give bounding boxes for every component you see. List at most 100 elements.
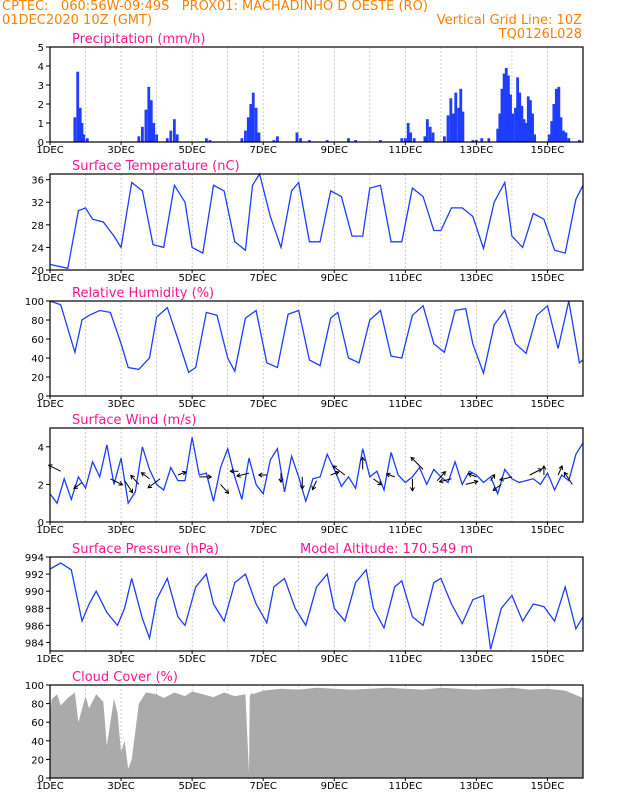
precip-bar (496, 128, 500, 142)
precip-bar (443, 136, 446, 142)
wind-vector (373, 478, 382, 486)
y-tick-label: 0 (38, 392, 44, 403)
precip-bar (562, 130, 565, 142)
panel-frame (49, 684, 584, 779)
precip-bar (552, 104, 556, 142)
x-tick-label: 13DEC (460, 525, 494, 536)
wind-arrowhead (73, 484, 79, 490)
panel-2: 20 24 28 32 36 1DEC 3DEC 5DEC 7DEC 9DEC 11DEC 13DEC… (31, 159, 584, 284)
precip-bar (254, 107, 258, 142)
y-tick-label: 1 (38, 119, 44, 130)
wind-vector (410, 457, 424, 470)
wind-arrowhead (498, 476, 504, 482)
precip-bar (471, 140, 475, 142)
x-tick-label: 15DEC (531, 525, 565, 536)
precip-bar (347, 138, 350, 142)
wind-arrowhead (541, 465, 547, 470)
header-date: 01DEC2020 10Z (GMT) (2, 13, 153, 28)
precip-bar (165, 138, 169, 142)
wind-arrowhead (118, 481, 124, 486)
precip-bar (403, 138, 407, 142)
wind-arrowhead (130, 474, 135, 480)
wind-arrowhead (311, 485, 317, 491)
x-tick-label: 13DEC (460, 145, 494, 156)
y-tick-label: 0 (38, 774, 44, 785)
panel-frame (49, 427, 584, 523)
y-tick-label: 20 (31, 755, 44, 766)
panel-title: Surface Wind (m/s) (72, 413, 196, 428)
x-tick-label: 15DEC (531, 145, 565, 156)
precip-bar (554, 88, 558, 142)
precip-bar (502, 73, 506, 142)
precip-bar (152, 123, 156, 142)
precip-bar (557, 86, 561, 142)
precip-bar (272, 140, 276, 142)
x-tick-label: 3DEC (107, 399, 134, 410)
wind-vector (468, 473, 477, 478)
precip-bar (475, 140, 478, 142)
precip-bar (354, 140, 357, 142)
x-tick-label: 1DEC (36, 781, 63, 792)
precip-bar (249, 104, 253, 142)
precip-bar (155, 134, 158, 142)
x-tick-label: 1DEC (36, 525, 63, 536)
precip-bar (76, 71, 80, 142)
y-tick-label: 60 (31, 718, 44, 729)
wind-arrowhead (224, 489, 230, 495)
x-tick-label: 5DEC (178, 781, 205, 792)
wind-arrowhead (334, 470, 340, 476)
precip-bar (244, 130, 247, 142)
x-tick-label: 1DEC (36, 399, 63, 410)
panel-frame (49, 46, 584, 143)
precip-bar (208, 140, 212, 142)
precip-bar (547, 134, 551, 142)
wind-vector (529, 468, 542, 476)
x-tick-label: 13DEC (460, 781, 494, 792)
panel-frame (49, 556, 584, 652)
precip-bar (550, 121, 554, 142)
precip-bar (567, 138, 571, 142)
precip-bar (144, 109, 148, 142)
wind-vector (436, 471, 446, 481)
x-tick-label: 11DEC (388, 145, 422, 156)
precip-bar (175, 134, 179, 142)
y-tick-label: 990 (25, 587, 44, 598)
x-tick-label: 13DEC (460, 273, 494, 284)
wind-vector (312, 480, 317, 490)
y-tick-label: 36 (31, 176, 44, 187)
x-tick-label: 11DEC (388, 525, 422, 536)
y-tick-label: 80 (31, 316, 44, 327)
x-tick-label: 3DEC (107, 525, 134, 536)
precip-bar (487, 138, 491, 142)
x-tick-label: 11DEC (388, 273, 422, 284)
x-tick-label: 7DEC (250, 399, 277, 410)
y-tick-label: 4 (38, 443, 44, 454)
panel-title: Cloud Cover (%) (72, 670, 178, 685)
wind-vector (332, 465, 346, 476)
precip-bar (431, 132, 435, 142)
y-tick-label: 2 (38, 100, 44, 111)
panel-4: 0 2 4 1DEC 3DEC 5DEC 7DEC 9DEC 11DEC 13DEC 15DEC Su… (36, 413, 584, 536)
precip-bar (172, 119, 176, 142)
wind-vector (490, 474, 496, 481)
precip-bar (149, 100, 153, 142)
y-tick-label: 3 (38, 81, 44, 92)
wind-arrowhead (332, 465, 337, 470)
panel-3: 0 20 40 60 80 100 1DEC 3DEC 5DEC 7DEC 9DEC 11DEC 13D… (25, 286, 584, 410)
x-tick-label: 5DEC (178, 654, 205, 665)
cloud-cover-area (50, 687, 583, 778)
panel-title: Surface Pressure (hPa) (72, 542, 219, 557)
precip-bar (459, 88, 463, 142)
x-tick-label: 5DEC (178, 273, 205, 284)
precip-bar (454, 92, 458, 142)
precip-bar (412, 138, 416, 142)
precip-bar (531, 113, 534, 142)
series-line (49, 437, 584, 506)
x-tick-label: 11DEC (388, 781, 422, 792)
x-tick-label: 3DEC (107, 273, 134, 284)
precip-bar (73, 117, 77, 142)
x-tick-label: 15DEC (531, 654, 565, 665)
wind-arrowhead (438, 478, 444, 484)
precip-bar (564, 132, 568, 142)
